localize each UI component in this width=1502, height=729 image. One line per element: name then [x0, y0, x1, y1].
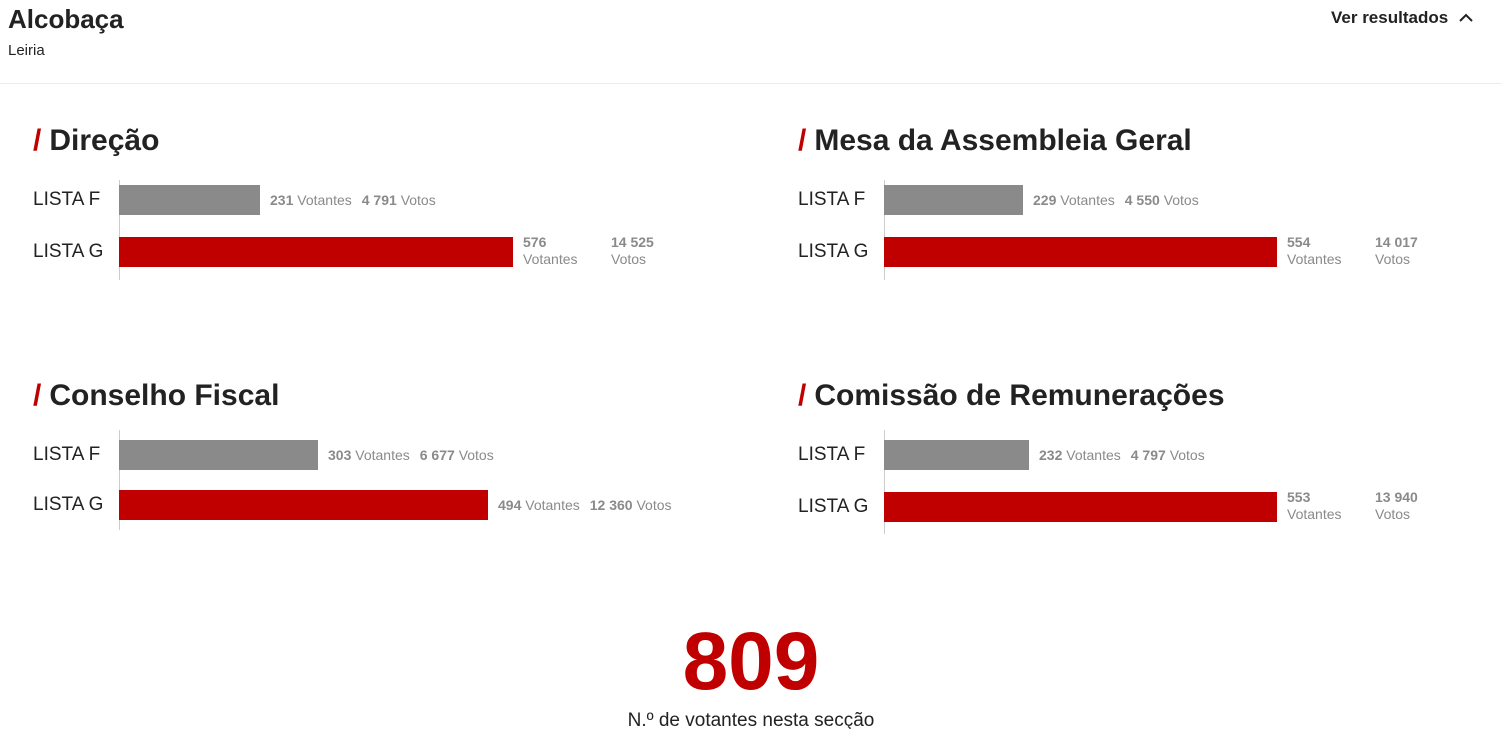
list-row-g: LISTA G 494 Votantes 12 360 Votos	[33, 488, 713, 522]
votos-count: 12 360	[589, 497, 633, 513]
section-title-text: Direção	[49, 124, 160, 157]
place-district: Leiria	[8, 42, 45, 59]
list-row-g: LISTA G 576 Votantes 14 525 Votos	[33, 234, 713, 269]
votos-count: 14 525	[611, 234, 654, 250]
votantes-stack: 576 Votantes	[523, 234, 578, 268]
list-stats: 494 Votantes 12 360 Votos	[498, 497, 672, 513]
section-mesa-assembleia: / Mesa da Assembleia Geral LISTA F 229 Vo…	[798, 124, 1478, 284]
list-stats: 231 Votantes 4 791 Votos	[270, 192, 436, 208]
list-row-g: LISTA G 554 Votantes 14 017 Votos	[798, 234, 1478, 269]
votos-count: 4 791	[361, 192, 397, 208]
votos-count: 4 550	[1124, 192, 1160, 208]
votos-label: Votos	[1169, 447, 1205, 463]
votantes-label: Votantes	[1287, 251, 1342, 267]
list-stats: 232 Votantes 4 797 Votos	[1039, 447, 1205, 463]
votos-label: Votos	[458, 447, 494, 463]
votes-bar	[119, 237, 513, 267]
section-title: / Mesa da Assembleia Geral	[798, 124, 1192, 158]
votes-bar	[119, 440, 318, 470]
title-slash: /	[33, 124, 42, 157]
total-voters-count: 809	[682, 616, 820, 707]
section-comissao-remuneracoes: / Comissão de Remunerações LISTA F 232 Vo…	[798, 379, 1478, 539]
votes-bar	[119, 185, 260, 215]
section-title-text: Conselho Fiscal	[49, 379, 280, 412]
votos-count: 4 797	[1130, 447, 1166, 463]
chart-axis	[119, 430, 120, 530]
votos-count: 14 017	[1375, 234, 1418, 250]
list-row-g: LISTA G 553 Votantes 13 940 Votos	[798, 489, 1478, 524]
votantes-count: 303	[328, 447, 352, 463]
results-header: Alcobaça Leiria Ver resultados	[0, 0, 1502, 84]
votos-label: Votos	[611, 251, 647, 267]
votos-label: Votos	[636, 497, 672, 513]
votantes-stack: 553 Votantes	[1287, 489, 1342, 523]
list-label: LISTA F	[33, 189, 101, 210]
total-voters-caption: N.º de votantes nesta secção	[627, 710, 875, 729]
chevron-up-icon	[1459, 13, 1473, 22]
votes-bar	[884, 440, 1029, 470]
votantes-label: Votantes	[297, 192, 352, 208]
votos-stack: 14 525 Votos	[611, 234, 654, 268]
list-row-f: LISTA F 231 Votantes 4 791 Votos	[33, 183, 713, 217]
votantes-count: 231	[270, 192, 294, 208]
votes-bar	[884, 237, 1277, 267]
list-row-f: LISTA F 303 Votantes 6 677 Votos	[33, 438, 713, 472]
title-slash: /	[798, 124, 807, 157]
title-slash: /	[798, 379, 807, 412]
votos-stack: 14 017 Votos	[1375, 234, 1418, 268]
votantes-count: 232	[1039, 447, 1063, 463]
votantes-label: Votantes	[1287, 506, 1342, 522]
votantes-count: 553	[1287, 489, 1311, 505]
votantes-label: Votantes	[355, 447, 410, 463]
votantes-count: 494	[498, 497, 522, 513]
votantes-count: 576	[523, 234, 547, 250]
list-label: LISTA F	[798, 189, 866, 210]
section-direcao: / Direção LISTA F 231 Votantes 4 791 Votos…	[33, 124, 713, 284]
view-results-toggle[interactable]: Ver resultados	[1331, 8, 1474, 28]
list-row-f: LISTA F 229 Votantes 4 550 Votos	[798, 183, 1478, 217]
votes-bar	[119, 490, 488, 520]
votantes-label: Votantes	[523, 251, 578, 267]
list-label: LISTA G	[33, 494, 104, 515]
place-title: Alcobaça	[8, 4, 124, 34]
votos-stack: 13 940 Votos	[1375, 489, 1418, 523]
chart-axis	[884, 430, 885, 534]
title-slash: /	[33, 379, 42, 412]
votes-bar	[884, 185, 1023, 215]
votantes-label: Votantes	[1066, 447, 1121, 463]
list-label: LISTA G	[798, 241, 869, 262]
section-title: / Conselho Fiscal	[33, 379, 279, 413]
votos-label: Votos	[1163, 192, 1199, 208]
chart-axis	[884, 180, 885, 280]
votos-label: Votos	[1375, 506, 1411, 522]
votantes-label: Votantes	[1060, 192, 1115, 208]
votantes-label: Votantes	[525, 497, 580, 513]
votantes-count: 554	[1287, 234, 1311, 250]
list-label: LISTA F	[33, 444, 101, 465]
list-label: LISTA G	[798, 496, 869, 517]
section-conselho-fiscal: / Conselho Fiscal LISTA F 303 Votantes 6 6…	[33, 379, 713, 539]
section-title-text: Comissão de Remunerações	[814, 379, 1225, 412]
votos-label: Votos	[1375, 251, 1411, 267]
list-label: LISTA G	[33, 241, 104, 262]
total-voters: 809	[0, 620, 1502, 704]
votantes-count: 229	[1033, 192, 1057, 208]
view-results-label: Ver resultados	[1331, 8, 1449, 27]
list-stats: 303 Votantes 6 677 Votos	[328, 447, 494, 463]
section-title: / Comissão de Remunerações	[798, 379, 1225, 413]
votos-label: Votos	[400, 192, 436, 208]
votes-bar	[884, 492, 1277, 522]
list-label: LISTA F	[798, 444, 866, 465]
votos-count: 6 677	[419, 447, 455, 463]
list-stats: 229 Votantes 4 550 Votos	[1033, 192, 1199, 208]
list-row-f: LISTA F 232 Votantes 4 797 Votos	[798, 438, 1478, 472]
votantes-stack: 554 Votantes	[1287, 234, 1342, 268]
section-title-text: Mesa da Assembleia Geral	[814, 124, 1192, 157]
section-title: / Direção	[33, 124, 159, 158]
chart-axis	[119, 180, 120, 280]
votos-count: 13 940	[1375, 489, 1418, 505]
